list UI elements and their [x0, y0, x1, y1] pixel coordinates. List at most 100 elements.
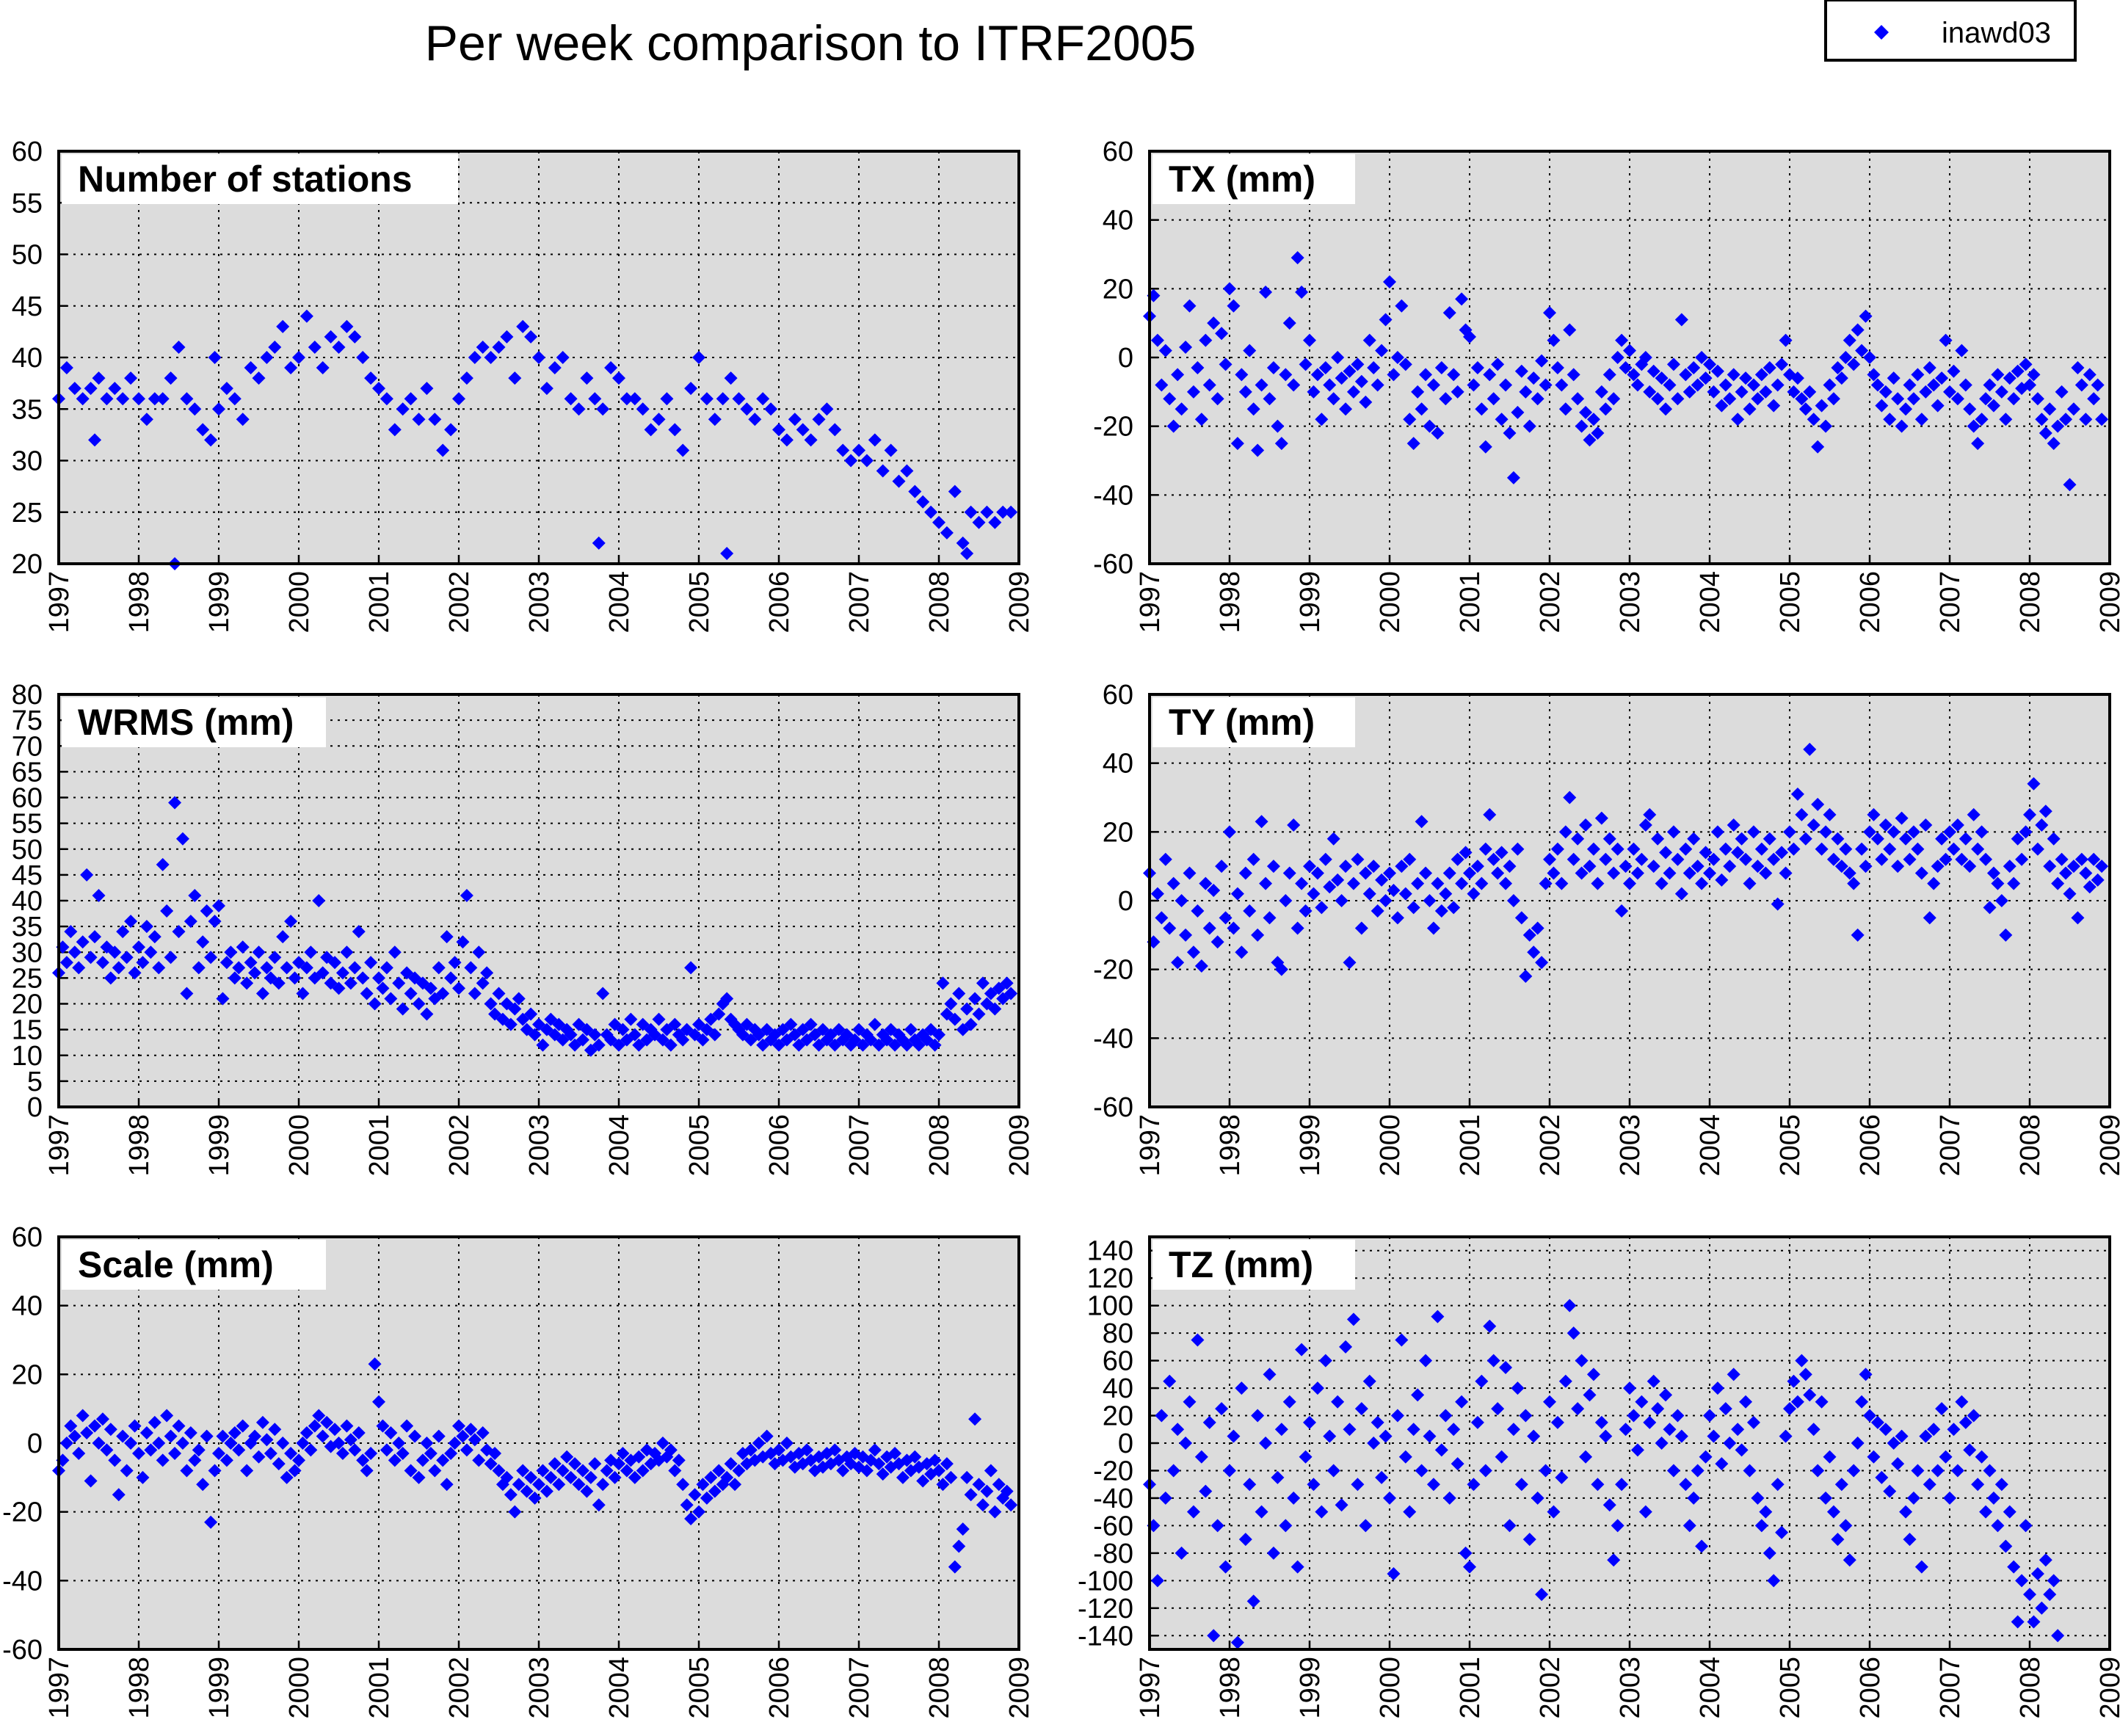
data-point — [1318, 361, 1332, 375]
data-point — [1171, 368, 1185, 382]
data-point — [1682, 1519, 1696, 1533]
data-point — [900, 464, 914, 478]
y-tick-label: 60 — [12, 1222, 43, 1253]
data-point — [1718, 842, 1732, 856]
data-point — [1731, 846, 1745, 860]
data-point — [1155, 1409, 1169, 1423]
y-tick-label: 20 — [12, 1359, 43, 1390]
data-point — [384, 1426, 398, 1439]
data-point — [664, 1443, 678, 1457]
data-point — [1787, 385, 1801, 399]
y-tick-label: 55 — [12, 809, 43, 840]
data-point — [684, 1512, 698, 1526]
data-point — [1914, 413, 1928, 426]
data-point — [760, 1429, 774, 1443]
data-point — [260, 1433, 274, 1447]
data-point — [184, 915, 197, 929]
data-point — [992, 1478, 1006, 1492]
data-point — [1991, 876, 2005, 890]
data-point — [252, 1450, 266, 1464]
data-point — [448, 1437, 462, 1450]
data-point — [1295, 286, 1309, 299]
data-point — [1991, 368, 2005, 382]
data-point — [1495, 1450, 1509, 1464]
data-point — [1210, 392, 1224, 406]
data-point — [2035, 818, 2049, 832]
data-point — [1535, 956, 1549, 970]
legend: inawd03 — [1824, 0, 2077, 62]
data-point — [420, 1437, 434, 1450]
data-point — [1994, 894, 2008, 907]
data-point — [335, 1447, 349, 1461]
x-tick-label: 2004 — [604, 1114, 635, 1177]
data-point — [628, 1028, 642, 1042]
data-point — [1346, 876, 1360, 890]
data-point — [1219, 357, 1233, 371]
data-point — [1255, 815, 1268, 829]
data-point — [1158, 852, 1172, 866]
data-point — [1486, 1354, 1500, 1368]
data-point — [1815, 1395, 1829, 1409]
data-point — [612, 1457, 625, 1471]
data-point — [1699, 1450, 1713, 1464]
data-point — [452, 1419, 465, 1433]
data-point — [1727, 368, 1740, 382]
data-point — [1615, 333, 1629, 347]
data-point — [1514, 1478, 1528, 1492]
data-point — [812, 413, 826, 426]
data-point — [444, 971, 458, 985]
data-point — [244, 956, 258, 970]
data-point — [1923, 911, 1936, 925]
data-point — [120, 951, 134, 965]
data-point — [288, 971, 302, 985]
data-point — [876, 464, 890, 478]
data-point — [908, 484, 922, 498]
data-point — [156, 392, 170, 406]
data-point — [1823, 1450, 1837, 1464]
data-point — [656, 1437, 669, 1450]
data-point — [180, 1464, 194, 1478]
data-point — [1343, 1423, 1357, 1437]
data-point — [1175, 894, 1188, 907]
data-point — [1259, 1437, 1273, 1450]
data-point — [1383, 275, 1396, 288]
data-point — [596, 987, 610, 1000]
data-point — [1547, 1505, 1561, 1519]
data-point — [1674, 887, 1688, 901]
data-point — [1710, 1381, 1724, 1395]
data-point — [1000, 1484, 1014, 1498]
data-point — [1859, 860, 1873, 874]
data-point — [472, 945, 486, 959]
data-point — [564, 392, 578, 406]
data-point — [844, 454, 858, 468]
data-point — [1511, 1381, 1525, 1395]
data-point — [1426, 378, 1440, 392]
data-point — [872, 1457, 886, 1471]
data-point — [1939, 333, 1953, 347]
data-point — [1979, 392, 1993, 406]
data-point — [324, 330, 338, 344]
data-point — [1514, 911, 1528, 925]
data-point — [236, 1419, 250, 1433]
data-point — [1171, 956, 1185, 970]
y-tick-label: -60 — [1093, 1511, 1133, 1541]
data-point — [2047, 832, 2061, 846]
data-point — [1519, 385, 1533, 399]
data-point — [1563, 1299, 1577, 1312]
x-tick-label: 1999 — [204, 1657, 235, 1719]
data-point — [1415, 815, 1429, 829]
y-tick-label: 40 — [12, 886, 43, 917]
data-point — [980, 505, 994, 519]
data-point — [2043, 860, 2057, 874]
data-point — [260, 961, 274, 975]
data-point — [1263, 392, 1277, 406]
data-point — [136, 956, 150, 970]
data-point — [1591, 1478, 1605, 1492]
data-point — [2074, 378, 2088, 392]
data-point — [1887, 825, 1901, 839]
x-tick-label: 2005 — [684, 1114, 715, 1177]
data-point — [1579, 818, 1593, 832]
data-point — [516, 319, 530, 333]
data-point — [404, 987, 418, 1000]
panel-title-box — [62, 697, 326, 747]
